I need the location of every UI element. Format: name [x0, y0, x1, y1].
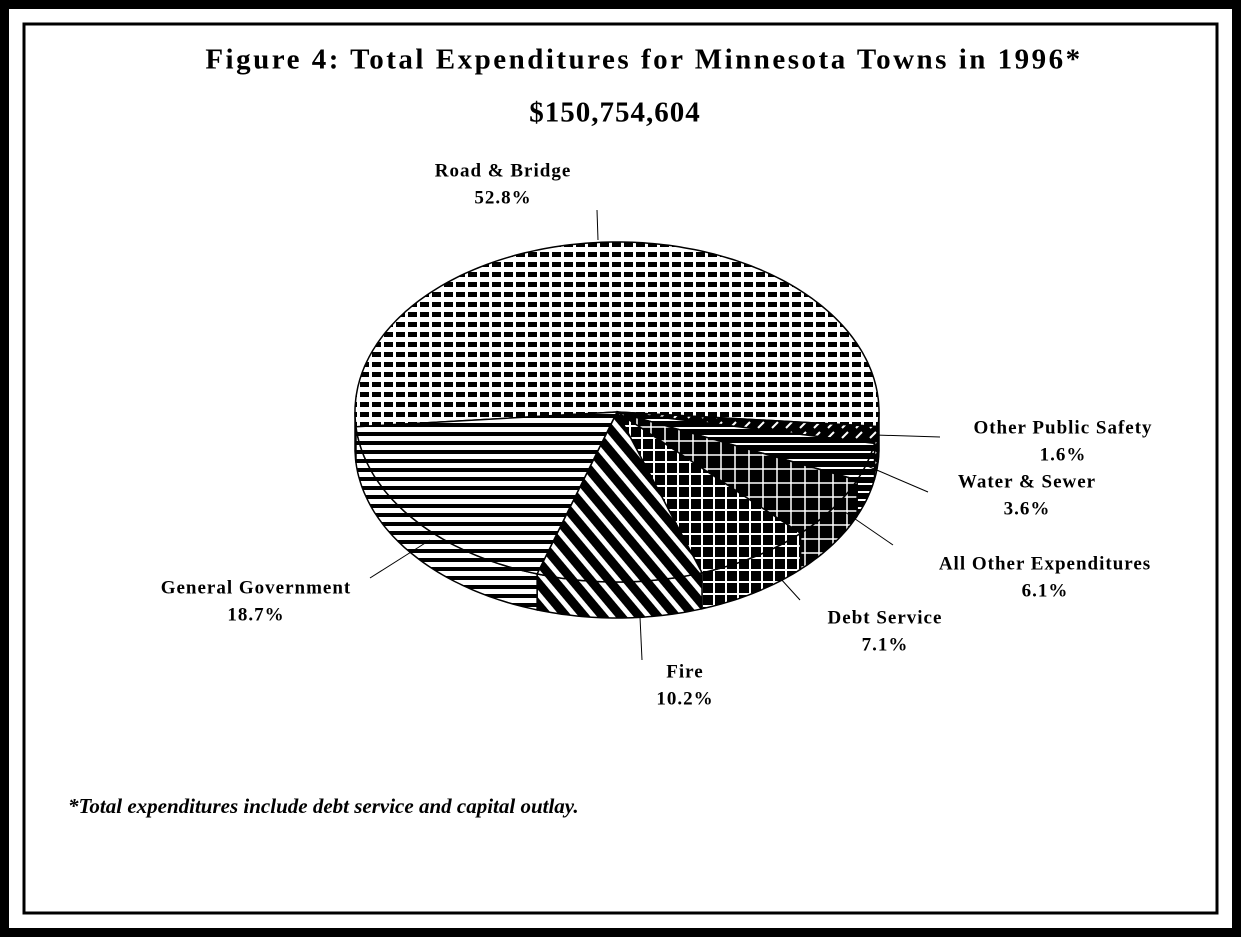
pie	[354, 241, 880, 619]
pie-slice	[355, 411, 619, 575]
pie-slice	[616, 411, 802, 574]
leader-line	[369, 539, 431, 579]
frame-line	[22, 22, 1219, 915]
slice-value: 18.7%	[227, 604, 284, 625]
slice-value: 52.8%	[474, 187, 531, 208]
slice-value: 10.2%	[656, 688, 713, 709]
slice-label: Fire	[666, 661, 703, 682]
chart-title: Figure 4: Total Expenditures for Minneso…	[205, 44, 1082, 76]
pie-slice	[616, 411, 859, 535]
slice-value: 6.1%	[1022, 580, 1069, 601]
pie-slice	[354, 241, 880, 428]
leader-line	[639, 616, 643, 661]
leader-line	[844, 511, 894, 546]
leader-line	[779, 577, 801, 601]
footnote: *Total expenditures include debt service…	[68, 794, 579, 818]
slice-value: 1.6%	[1040, 444, 1087, 465]
pie-slice	[616, 411, 876, 481]
slice-label: Other Public Safety	[973, 417, 1152, 438]
slice-value: 3.6%	[1004, 498, 1051, 519]
pie-slice	[535, 410, 704, 583]
slice-label: Debt Service	[828, 607, 943, 628]
leader-line	[864, 464, 929, 493]
labels: Road & Bridge 52.8% Other Public Safety 1.6…	[161, 160, 1152, 709]
slice-value: 7.1%	[862, 634, 909, 655]
leader-line	[874, 434, 941, 438]
slice-label: Water & Sewer	[958, 471, 1096, 492]
slice-label: Road & Bridge	[435, 160, 572, 181]
chart-subtitle: $150,754,604	[529, 97, 701, 129]
leader-line	[596, 209, 599, 241]
slice-label: General Government	[161, 577, 352, 598]
slice-label: All Other Expenditures	[939, 553, 1151, 574]
